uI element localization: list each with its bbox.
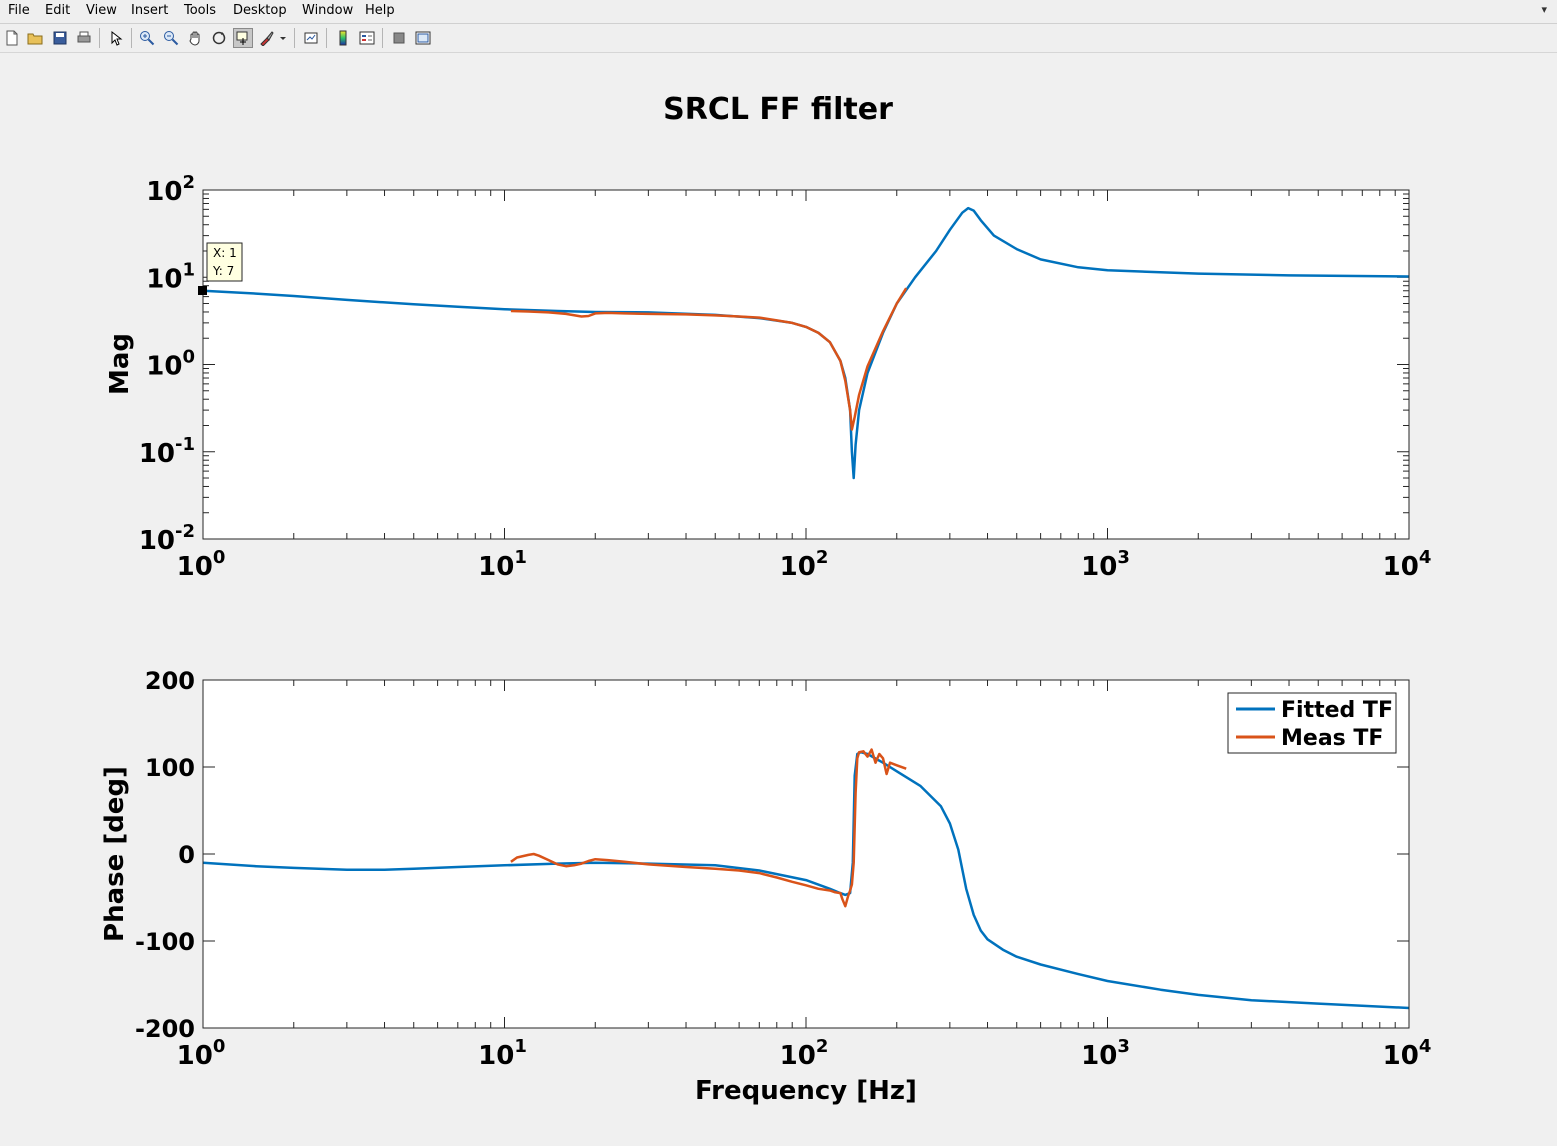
- zoom-in-icon[interactable]: [137, 28, 157, 48]
- print-icon[interactable]: [74, 28, 94, 48]
- data-tip-y: Y: 7: [212, 264, 234, 278]
- legend-label-fitted: Fitted TF: [1281, 698, 1393, 723]
- menu-dock-arrow-icon[interactable]: ▾: [1541, 3, 1547, 16]
- y-tick-label: 100: [146, 347, 195, 382]
- y-tick-label: -100: [135, 928, 195, 956]
- x-tick-label: 101: [478, 1036, 527, 1071]
- menu-edit[interactable]: Edit: [45, 3, 71, 18]
- axes-frame: [202, 189, 1410, 540]
- menu-desktop[interactable]: Desktop: [233, 3, 287, 18]
- menu-window[interactable]: Window: [302, 3, 354, 18]
- colorbar-icon[interactable]: [333, 28, 353, 48]
- mag-ylabel-group: Mag: [105, 333, 135, 395]
- data-tip-box: [206, 242, 243, 282]
- save-icon[interactable]: [50, 28, 70, 48]
- y-tick-label: 101: [146, 259, 195, 294]
- x-tick-label: 100: [177, 1036, 226, 1071]
- link-plot-icon[interactable]: [301, 28, 321, 48]
- series-line-meas: [510, 748, 907, 908]
- data-tip-x: X: 1: [213, 246, 237, 260]
- menu-bar: File Edit View Insert Tools Desktop Wind…: [0, 0, 1557, 24]
- menu-file[interactable]: File: [8, 3, 30, 18]
- figure-title: SRCL FF filter: [663, 92, 893, 127]
- menu-view[interactable]: View: [86, 3, 117, 18]
- y-tick-label: 200: [145, 667, 195, 695]
- data-tip-marker[interactable]: [198, 286, 207, 295]
- legend-icon[interactable]: [357, 28, 377, 48]
- x-tick-label: 102: [780, 547, 829, 582]
- x-tick-label: 102: [780, 1036, 829, 1071]
- pointer-icon[interactable]: [106, 28, 126, 48]
- legend[interactable]: Fitted TF Meas TF: [1227, 692, 1397, 754]
- phase-ylabel-group: Phase [deg]: [100, 766, 130, 942]
- series-line-meas: [510, 287, 908, 431]
- x-tick-label: 104: [1383, 1036, 1432, 1071]
- y-tick-label: 100: [145, 754, 195, 782]
- x-tick-label: 103: [1081, 1036, 1130, 1071]
- plot-area-magnitude: [203, 190, 1409, 539]
- x-tick-label: 100: [177, 547, 226, 582]
- x-tick-label: 103: [1081, 547, 1130, 582]
- x-tick-label: 104: [1383, 547, 1432, 582]
- y-tick-label: 102: [146, 172, 195, 207]
- legend-label-meas: Meas TF: [1281, 726, 1383, 751]
- phase-xlabel: Frequency [Hz]: [695, 1076, 917, 1106]
- figure-toolbar: [0, 24, 1557, 53]
- rotate-3d-icon[interactable]: [209, 28, 229, 48]
- zoom-out-icon[interactable]: [161, 28, 181, 48]
- show-plot-tools-icon[interactable]: [413, 28, 433, 48]
- menu-help[interactable]: Help: [365, 3, 395, 18]
- series-line-fitted: [202, 206, 1410, 480]
- y-tick-label: 10-2: [139, 521, 195, 556]
- mag-ylabel: Mag: [105, 333, 135, 395]
- menu-tools[interactable]: Tools: [184, 3, 217, 18]
- plot-area-phase: [203, 680, 1409, 1028]
- menu-insert[interactable]: Insert: [131, 3, 169, 18]
- x-tick-label: 101: [478, 547, 527, 582]
- y-tick-label: -200: [135, 1015, 195, 1043]
- phase-axes[interactable]: 100 101 102 103 104 -200 -100 0 100 200: [135, 667, 1431, 1071]
- brush-icon[interactable]: [257, 28, 287, 48]
- figure-canvas: SRCL FF filter 100 101 102 103 10410-210-110…: [100, 92, 1432, 1106]
- phase-ylabel: Phase [deg]: [100, 766, 130, 942]
- magnitude-axes[interactable]: 100 101 102 103 104 10-2 10-1 100 101 102: [139, 172, 1432, 582]
- pan-icon[interactable]: [185, 28, 205, 48]
- axes-frame: [202, 679, 1410, 1029]
- open-file-icon[interactable]: [25, 28, 45, 48]
- y-tick-label: 0: [178, 841, 195, 869]
- y-tick-label: 10-1: [139, 434, 195, 469]
- legend-box: [1227, 692, 1397, 754]
- new-figure-icon[interactable]: [2, 28, 22, 48]
- data-tip[interactable]: X: 1 Y: 7: [198, 242, 243, 295]
- hide-plot-tools-icon[interactable]: [389, 28, 409, 48]
- data-cursor-icon[interactable]: [233, 28, 253, 48]
